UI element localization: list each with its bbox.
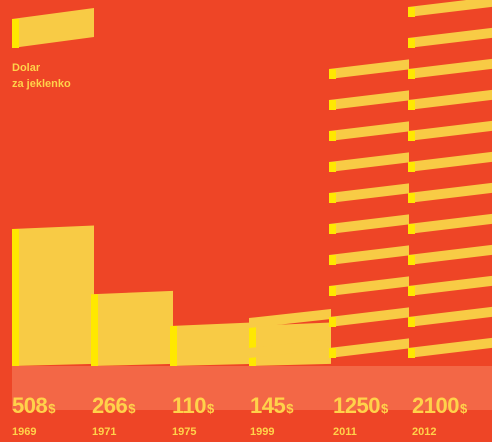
value-unit: $ [380,401,388,416]
value-number: 145 [250,393,286,418]
bar-1975 [170,322,249,366]
bar-edge [12,229,19,366]
bar-stripe [408,213,492,234]
bar-stripe [408,58,492,79]
value-number: 266 [92,393,128,418]
bar-stripe-edge [408,255,415,265]
bar-face [91,290,173,366]
bar-stripe [408,306,492,327]
bar-stripe-edge [329,224,336,234]
bar-stripe [408,27,492,48]
bar-stripe [329,276,409,296]
legend-swatch-stripe [12,8,94,48]
value-number: 2100 [412,393,459,418]
bar-2011 [329,59,409,358]
bar-stripe [329,121,409,141]
bar-edge [91,294,98,366]
bar-stripe-edge [329,286,336,296]
bar-stripe-edge [408,317,415,327]
bar-stripe-edge [408,162,415,172]
bar-stripe-edge [329,131,336,141]
bar-1999 [249,309,331,366]
value-number: 1250 [333,393,380,418]
legend-label-line2: za jeklenko [12,78,71,90]
value-unit: $ [48,401,55,416]
bar-stripe-edge [408,7,415,17]
bar-stripe-edge [408,69,415,79]
bar-stripe-edge [408,38,415,48]
value-label-1975: 110$ [172,393,214,422]
year-label-1971: 1971 [92,426,117,438]
bar-stripe-edge [329,255,336,265]
bar-stripe-edge [408,348,415,358]
bar-stripe-edge [329,162,336,172]
bar-stripe [329,245,409,265]
bar-edge [170,326,177,366]
value-number: 508 [12,393,48,418]
bar-stripe-edge [408,193,415,203]
year-label-1975: 1975 [172,426,197,438]
bar-stripe-edge [329,317,336,327]
bar-stripe-edge [329,69,336,79]
value-unit: $ [286,401,293,416]
bar-stripe [408,120,492,141]
bar-stripe [408,151,492,172]
value-label-1999: 145$ [250,393,293,422]
year-label-1999: 1999 [250,426,275,438]
bar-stripe [329,338,409,358]
bar-stripe [329,152,409,172]
value-label-1969: 508$ [12,393,55,422]
year-label-2012: 2012 [412,426,437,438]
bar-stripe [408,244,492,265]
bar-stripe [408,182,492,203]
bar-stripe-edge [408,224,415,234]
bar-1971 [91,290,173,366]
value-unit: $ [207,401,214,416]
bar-stripe [329,90,409,110]
bar-stripe [408,0,492,17]
bar-edge [249,326,256,366]
value-number: 110 [172,393,207,418]
bar-2012 [408,0,492,358]
bar-stripe [249,339,331,358]
value-unit: $ [459,401,467,416]
bar-stripe [329,59,409,79]
bar-stripe [329,214,409,234]
value-label-1971: 266$ [92,393,135,422]
bar-face [12,225,94,366]
value-label-2011: 1250$ [333,393,388,422]
value-unit: $ [128,401,135,416]
bar-stripe-edge [408,131,415,141]
bar-stripe-edge [408,286,415,296]
legend-label: Dolar za jeklenko [12,60,71,92]
floor-shadow [12,366,492,410]
bar-stripe-edge [329,348,336,358]
bar-face [170,322,249,366]
bar-stripe [408,89,492,110]
bar-stripe [408,337,492,358]
bar-stripe [329,183,409,203]
legend-swatch-edge [12,19,19,48]
year-label-2011: 2011 [333,426,357,438]
bar-stripe-edge [329,100,336,110]
bar-stripe-edge [408,100,415,110]
year-label-1969: 1969 [12,426,37,438]
bar-stripe [408,275,492,296]
legend-label-line1: Dolar [12,62,41,74]
bar-stripe [329,307,409,327]
bar-1969 [12,225,94,366]
value-label-2012: 2100$ [412,393,467,422]
bar-stripe [249,309,331,328]
bar-stripe-edge [329,193,336,203]
